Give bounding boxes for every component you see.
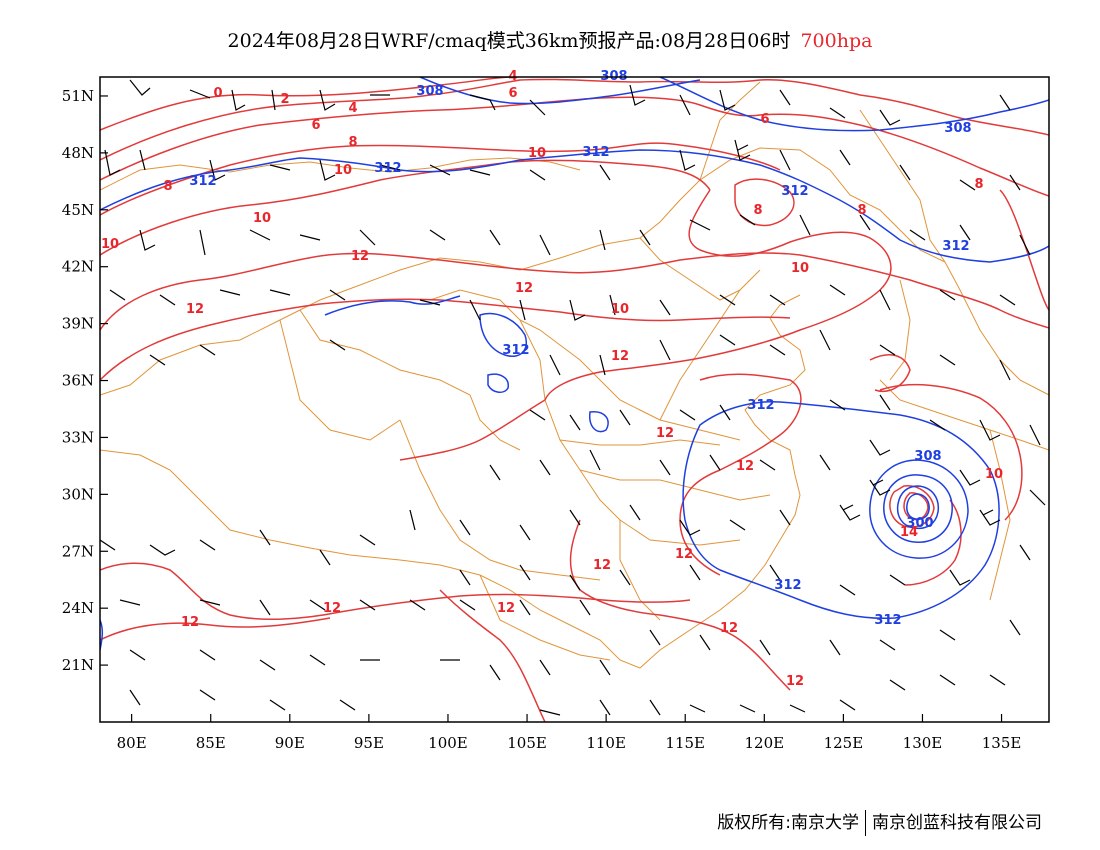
temperature-contour-label: 12 <box>497 601 515 616</box>
temperature-contour-label: 10 <box>101 237 119 252</box>
height-contour-label: 308 <box>416 84 443 99</box>
height-contour-label: 300 <box>906 516 933 531</box>
height-contour-label: 308 <box>914 449 941 464</box>
copyright: 版权所有:南京大学 南京创蓝科技有限公司 <box>717 808 1042 836</box>
height-contour-label: 312 <box>747 398 774 413</box>
height-contour-label: 312 <box>582 145 609 160</box>
title-level: 700hpa <box>800 30 873 52</box>
temperature-contour-label: 8 <box>348 135 357 150</box>
temperature-contour-label: 10 <box>611 302 629 317</box>
temperature-contour-label: 14 <box>900 525 918 540</box>
temperature-contour-label: 6 <box>508 86 517 101</box>
wind-barbs <box>100 79 1046 716</box>
lon-tick-label: 80E <box>117 734 147 752</box>
temperature-contour-label: 12 <box>720 621 738 636</box>
height-contour-label: 312 <box>774 578 801 593</box>
temperature-contour-label: 10 <box>985 467 1003 482</box>
temperature-contour-label: 10 <box>253 211 271 226</box>
title-main: 2024年08月28日WRF/cmaq模式36km预报产品:08月28日06时 <box>227 30 791 52</box>
temperature-contour-label: 12 <box>786 674 804 689</box>
temperature-contour-label: 12 <box>515 281 533 296</box>
lon-tick-label: 105E <box>507 734 547 752</box>
copyright-separator <box>865 810 866 836</box>
copyright-right: 南京创蓝科技有限公司 <box>872 813 1042 833</box>
temperature-contour-label: 10 <box>791 261 809 276</box>
lat-tick-label: 21N <box>62 656 94 674</box>
lat-tick-label: 36N <box>62 372 94 390</box>
height-contour-label: 312 <box>189 174 216 189</box>
lon-tick-label: 90E <box>275 734 305 752</box>
temperature-contour-label: 12 <box>593 558 611 573</box>
map-title: 2024年08月28日WRF/cmaq模式36km预报产品:08月28日06时 7… <box>0 26 1100 53</box>
lon-tick-label: 110E <box>586 734 626 752</box>
lat-tick-label: 24N <box>62 599 94 617</box>
lat-tick-label: 30N <box>62 485 94 503</box>
temperature-contour-label: 12 <box>611 349 629 364</box>
temperature-contour-label: 8 <box>163 179 172 194</box>
lon-tick-label: 135E <box>982 734 1022 752</box>
height-contour-label: 312 <box>374 161 401 176</box>
lon-tick-label: 95E <box>354 734 384 752</box>
temperature-contour-label: 6 <box>760 112 769 127</box>
lon-tick-label: 85E <box>196 734 226 752</box>
height-contour-label: 308 <box>944 121 971 136</box>
lat-tick-label: 27N <box>62 542 94 560</box>
lon-tick-label: 125E <box>824 734 864 752</box>
temperature-contour-label: 10 <box>334 163 352 178</box>
lon-tick-label: 100E <box>428 734 468 752</box>
temperature-contour-label: 12 <box>351 249 369 264</box>
lat-tick-label: 51N <box>62 87 94 105</box>
temperature-contour-label: 12 <box>186 302 204 317</box>
height-labels: 3083083083083123123123123123123123123003… <box>189 69 971 628</box>
lat-tick-label: 39N <box>62 315 94 333</box>
temperature-contour-label: 8 <box>857 203 866 218</box>
lon-tick-label: 130E <box>903 734 943 752</box>
lat-tick-label: 42N <box>62 258 94 276</box>
temperature-contour-label: 12 <box>323 601 341 616</box>
height-contour-label: 312 <box>942 239 969 254</box>
temperature-contour-label: 0 <box>213 86 222 101</box>
temperature-contour-label: 12 <box>675 547 693 562</box>
lat-tick-label: 48N <box>62 144 94 162</box>
plot-frame <box>99 76 1050 723</box>
temperature-contour-label: 12 <box>181 615 199 630</box>
temperature-contour-label: 12 <box>656 426 674 441</box>
lat-tick-label: 33N <box>62 428 94 446</box>
temperature-contour-label: 4 <box>348 101 357 116</box>
height-contour-label: 312 <box>781 184 808 199</box>
temperature-contour-label: 6 <box>311 118 320 133</box>
lat-tick-label: 45N <box>62 201 94 219</box>
temperature-contours <box>100 77 1049 722</box>
height-contour-label: 312 <box>874 613 901 628</box>
temperature-contour-label: 8 <box>974 177 983 192</box>
temperature-contour-label: 12 <box>736 459 754 474</box>
temperature-contour-label: 2 <box>280 92 289 107</box>
temperature-contour-label: 10 <box>528 146 546 161</box>
lon-tick-label: 120E <box>745 734 785 752</box>
lon-tick-label: 115E <box>665 734 705 752</box>
height-contour-label: 312 <box>502 343 529 358</box>
copyright-left: 版权所有:南京大学 <box>717 813 859 833</box>
longitude-axis: 80E 85E 90E 95E 100E 105E 110E 115E 120E 125E 130E… <box>117 714 1022 752</box>
temperature-contour-label: 8 <box>753 203 762 218</box>
latitude-axis: 51N 48N 45N 42N 39N 36N 33N 30N 27N 24N 21N <box>62 87 108 674</box>
